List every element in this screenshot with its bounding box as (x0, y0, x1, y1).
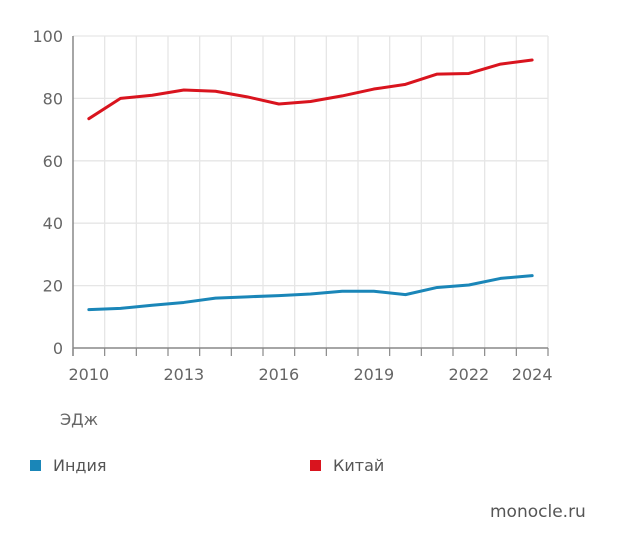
y-tick-label: 40 (43, 214, 63, 233)
y-tick-label: 60 (43, 152, 63, 171)
y-tick-label: 0 (53, 339, 63, 358)
x-tick-label: 2019 (353, 365, 394, 384)
legend-item-india: Индия (30, 456, 107, 475)
x-tick-label: 2024 (512, 365, 553, 384)
y-tick-label: 20 (43, 277, 63, 296)
unit-label: ЭДж (60, 410, 99, 429)
x-tick-label: 2013 (163, 365, 204, 384)
series-line-china (87, 58, 534, 121)
x-tick-label: 2010 (68, 365, 109, 384)
y-tick-label: 80 (43, 89, 63, 108)
line-chart: 0 20 40 60 80 100 2010 2013 2016 2019 2022 2024 (32, 27, 553, 384)
x-tick-label: 2022 (448, 365, 489, 384)
legend-label-china: Китай (333, 456, 385, 475)
y-tick-label: 100 (32, 27, 63, 46)
legend-label-india: Индия (53, 456, 107, 475)
legend-swatch-china (310, 460, 321, 471)
x-tick-label: 2016 (258, 365, 299, 384)
legend-swatch-india (30, 460, 41, 471)
series-line-india (87, 274, 534, 312)
legend-item-china: Китай (310, 456, 384, 475)
source-label: monocle.ru (490, 502, 586, 522)
